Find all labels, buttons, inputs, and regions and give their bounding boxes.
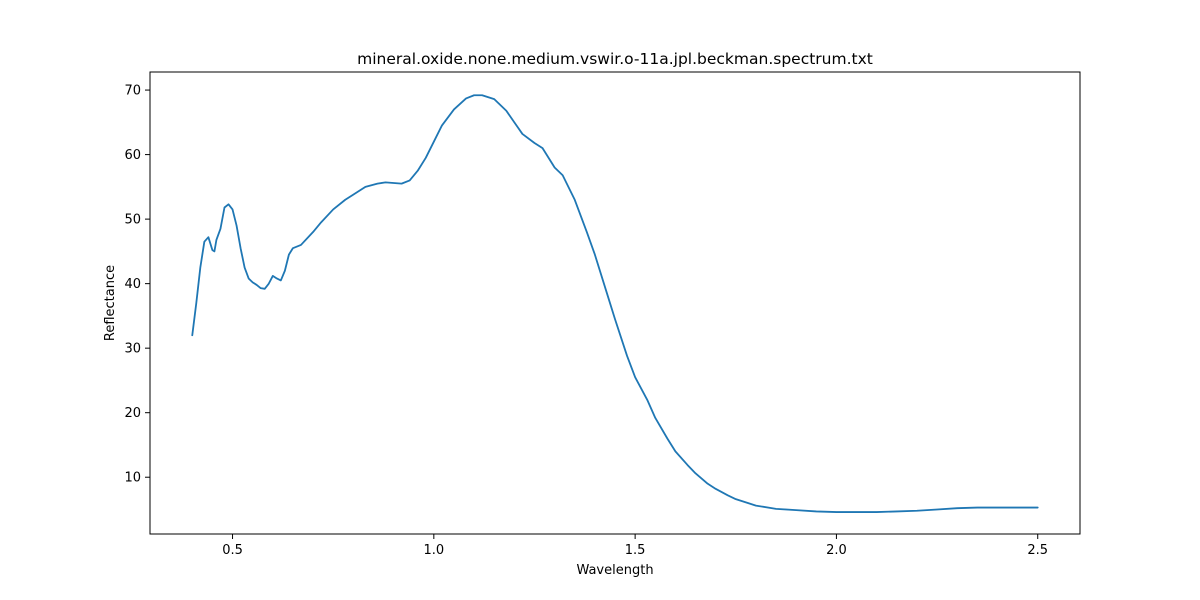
x-tick-label: 2.5	[1027, 543, 1048, 558]
x-tick-label: 1.0	[423, 543, 444, 558]
y-tick-label: 30	[124, 342, 141, 357]
series-layer	[191, 94, 1039, 513]
chart-title: mineral.oxide.none.medium.vswir.o-11a.jp…	[357, 50, 873, 68]
spectrum-line	[191, 94, 1039, 513]
y-axis-ticks: 10 20 30 40 50 60 70	[124, 84, 150, 486]
x-axis-ticks: 0.5 1.0 1.5 2.0 2.5	[222, 534, 1048, 558]
y-tick-label: 50	[124, 213, 141, 228]
y-axis-label: Reflectance	[103, 265, 118, 341]
y-tick-label: 70	[124, 84, 141, 99]
plot-frame	[149, 71, 1081, 535]
x-axis-label: Wavelength	[576, 563, 653, 578]
x-tick-label: 0.5	[222, 543, 243, 558]
y-tick-label: 60	[124, 148, 141, 163]
y-tick-label: 10	[124, 471, 141, 486]
x-tick-label: 1.5	[625, 543, 646, 558]
y-tick-label: 40	[124, 277, 141, 292]
x-tick-label: 2.0	[826, 543, 847, 558]
plot-area	[150, 72, 1080, 534]
y-tick-label: 20	[124, 406, 141, 421]
